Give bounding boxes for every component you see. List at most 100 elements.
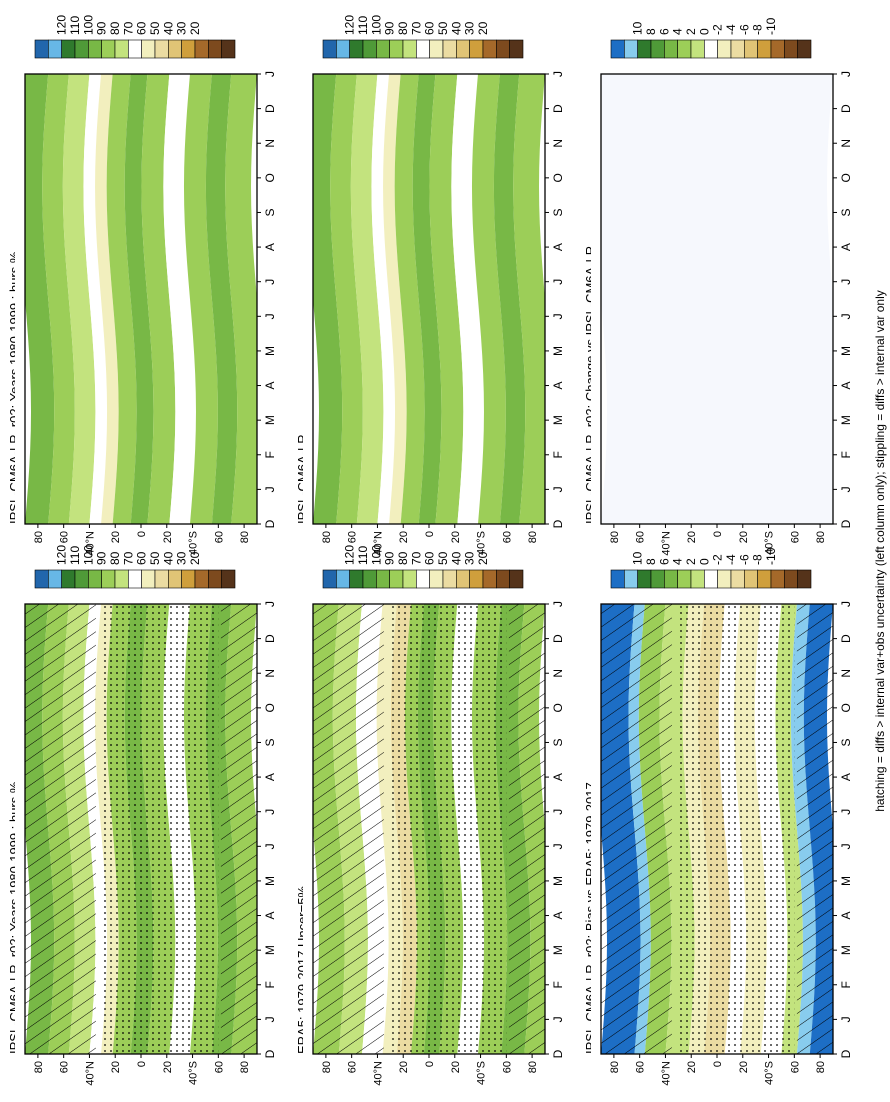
colorbar-tick-label: 100 xyxy=(369,545,383,565)
colorbar-tick-label: 2 xyxy=(684,28,698,35)
month-tick-label: M xyxy=(839,415,853,425)
colorbar-swatch xyxy=(88,39,102,59)
colorbar-tick-label: 90 xyxy=(95,21,109,35)
colorbar-swatch xyxy=(469,39,484,59)
colorbar: 120 110 100 90 80 70 60 50 40 30 20 xyxy=(34,15,236,59)
month-tick-label: S xyxy=(263,738,277,746)
colorbar-tick-label: 70 xyxy=(121,551,135,565)
month-tick-label: A xyxy=(839,243,853,251)
colorbar-swatch xyxy=(637,569,652,589)
lat-tick-label: 80 xyxy=(609,531,621,543)
lat-tick-label: 60 xyxy=(347,531,359,543)
month-tick-label: J xyxy=(263,601,277,607)
month-tick-label: S xyxy=(839,208,853,216)
lat-tick-label: 0 xyxy=(712,531,724,537)
hatching-overlay xyxy=(25,604,96,1054)
month-tick-label: A xyxy=(551,243,565,251)
frame-mask xyxy=(833,74,843,524)
heatmap-band xyxy=(83,74,108,524)
colorbar-swatch xyxy=(61,39,76,59)
colorbar-tick-label: -4 xyxy=(724,554,738,565)
colorbar-tick-label: 20 xyxy=(188,551,202,565)
colorbar-tick-label: 100 xyxy=(369,15,383,35)
month-tick-label: M xyxy=(263,945,277,955)
month-tick-label: D xyxy=(263,634,277,643)
colorbar-swatch xyxy=(402,569,417,589)
lat-tick-label: 80 xyxy=(527,531,539,543)
hatching-overlay xyxy=(313,604,384,1054)
colorbar-swatch xyxy=(88,569,102,589)
lat-tick-label: 40°S xyxy=(764,1061,776,1085)
colorbar-tick-label: 4 xyxy=(671,28,685,35)
colorbar-swatch xyxy=(456,569,470,589)
colorbar-tick-label: 120 xyxy=(343,545,357,565)
figure-footnote: hatching = diffs > internal var+obs unce… xyxy=(873,290,887,812)
month-tick-label: A xyxy=(839,912,853,920)
frame-mask xyxy=(591,74,601,524)
colorbar-swatch xyxy=(650,569,665,589)
colorbar-swatch xyxy=(114,39,129,59)
heatmap-band xyxy=(429,74,464,524)
frame-mask xyxy=(257,74,267,524)
colorbar-swatch xyxy=(181,569,196,589)
heatmap-band xyxy=(163,74,196,524)
colorbar-tick-label: 60 xyxy=(423,551,437,565)
colorbar-swatch xyxy=(376,569,390,589)
colorbar-tick-label: 6 xyxy=(657,558,671,565)
colorbar-swatch xyxy=(128,39,142,59)
month-tick-label: D xyxy=(263,104,277,113)
colorbar-swatch xyxy=(336,39,350,59)
heatmap-band xyxy=(225,74,263,524)
lat-tick-label: 60 xyxy=(213,531,225,543)
frame-mask xyxy=(15,74,25,524)
colorbar-tick-label: 50 xyxy=(436,551,450,565)
colorbar: 120 110 100 90 80 70 60 50 40 30 20 xyxy=(322,545,524,589)
frame-mask xyxy=(257,604,267,1054)
colorbar-tick-label: -8 xyxy=(751,24,765,35)
lat-tick-label: 40°N xyxy=(372,531,384,556)
colorbar-tick-label: -2 xyxy=(711,24,725,35)
colorbar-swatch xyxy=(336,569,350,589)
stippling-overlay xyxy=(678,604,795,1054)
heatmap-band xyxy=(106,74,137,524)
colorbar-tick-label: -6 xyxy=(737,24,751,35)
month-tick-label: O xyxy=(263,703,277,712)
lat-tick-label: 80 xyxy=(33,531,45,543)
month-tick-label: J xyxy=(551,1016,565,1022)
lat-tick-label: 80 xyxy=(321,531,333,543)
colorbar-tick-label: 90 xyxy=(383,551,397,565)
heatmap-band xyxy=(383,74,407,524)
colorbar-swatch xyxy=(770,39,785,59)
month-tick-label: J xyxy=(839,601,853,607)
month-tick-label: M xyxy=(551,346,565,356)
colorbar-tick-label: 100 xyxy=(81,545,95,565)
lat-tick-label: 20 xyxy=(450,531,462,543)
colorbar-tick-label: 0 xyxy=(697,28,711,35)
month-tick-label: J xyxy=(839,1016,853,1022)
colorbar-swatch xyxy=(469,569,484,589)
heatmap-band xyxy=(412,74,442,524)
colorbar-swatch xyxy=(664,569,678,589)
month-tick-label: N xyxy=(839,139,853,148)
month-tick-label: A xyxy=(839,773,853,781)
colorbar-swatch xyxy=(690,39,705,59)
colorbar-swatch xyxy=(416,569,430,589)
colorbar-swatch xyxy=(168,39,182,59)
colorbar-swatch xyxy=(677,569,692,589)
lat-tick-label: 0 xyxy=(424,531,436,537)
colorbar-swatch xyxy=(496,39,510,59)
colorbar-swatch xyxy=(208,569,222,589)
lat-tick-label: 40°S xyxy=(476,1061,488,1085)
colorbar-swatch xyxy=(322,569,337,589)
lat-tick-label: 80 xyxy=(527,1061,539,1073)
lat-tick-label: 60 xyxy=(59,1061,71,1073)
month-tick-label: J xyxy=(839,71,853,77)
colorbar-swatch xyxy=(482,569,497,589)
month-tick-label: A xyxy=(263,912,277,920)
month-tick-label: D xyxy=(839,519,853,528)
colorbar-swatch xyxy=(168,569,182,589)
colorbar-swatch xyxy=(221,569,236,589)
heatmap-band xyxy=(42,74,75,524)
colorbar: 120 110 100 90 80 70 60 50 40 30 20 xyxy=(34,545,236,589)
